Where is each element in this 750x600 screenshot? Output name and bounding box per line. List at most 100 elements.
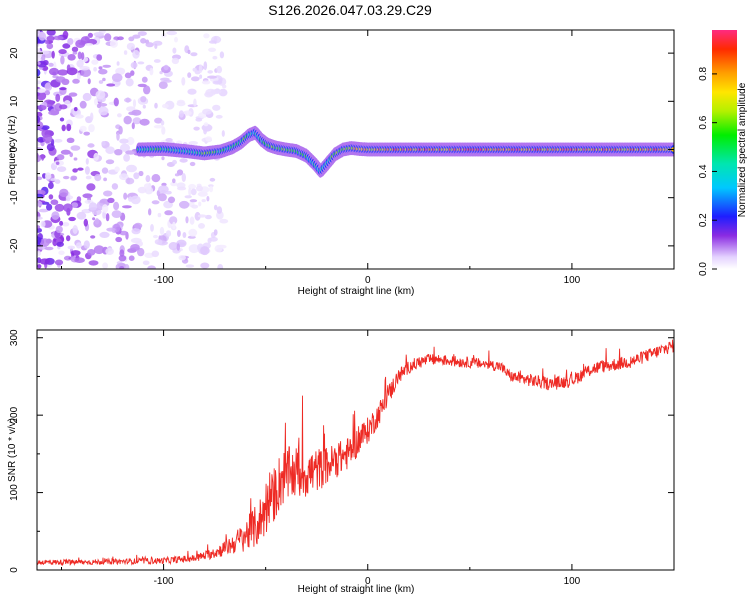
- noise-blob: [128, 36, 135, 42]
- noise-blob: [46, 143, 55, 152]
- noise-blob: [159, 71, 163, 75]
- noise-blob: [101, 141, 106, 146]
- noise-blob: [191, 204, 199, 209]
- noise-blob: [119, 143, 131, 152]
- noise-blob: [201, 80, 211, 85]
- noise-blob: [37, 193, 44, 198]
- noise-blob: [216, 65, 223, 74]
- noise-blob: [190, 52, 198, 57]
- noise-blob: [82, 92, 92, 102]
- noise-blob: [132, 117, 142, 125]
- noise-blob: [46, 30, 56, 36]
- noise-blob: [212, 55, 218, 60]
- noise-blob: [94, 174, 102, 182]
- noise-blob: [182, 232, 187, 238]
- noise-blob: [158, 81, 168, 89]
- noise-blob: [153, 124, 164, 129]
- x-tick-label: 100: [564, 275, 581, 286]
- noise-blob: [87, 143, 95, 148]
- noise-blob: [178, 110, 184, 118]
- noise-blob: [70, 145, 81, 151]
- noise-blob: [41, 154, 45, 161]
- noise-blob: [37, 48, 41, 52]
- noise-blob: [61, 124, 66, 132]
- noise-blob: [172, 159, 177, 165]
- noise-blob: [98, 66, 103, 70]
- noise-blob: [37, 250, 41, 256]
- noise-blob: [119, 266, 125, 269]
- noise-blob: [69, 152, 73, 158]
- noise-blob: [37, 105, 47, 111]
- noise-blob: [189, 161, 196, 167]
- noise-blob: [137, 247, 145, 257]
- noise-blob: [79, 125, 87, 132]
- noise-blob: [85, 158, 89, 165]
- noise-blob: [137, 83, 147, 88]
- noise-blob: [37, 264, 42, 269]
- noise-blob: [176, 101, 186, 107]
- noise-blob: [109, 39, 118, 48]
- noise-blob: [119, 230, 128, 236]
- noise-blob: [212, 80, 223, 85]
- y-tick-label: 20: [9, 47, 20, 59]
- noise-blob: [51, 50, 55, 59]
- noise-blob: [46, 203, 53, 211]
- noise-blob: [37, 154, 42, 163]
- noise-blob: [133, 172, 140, 180]
- noise-blob: [94, 218, 100, 225]
- noise-blob: [188, 187, 192, 196]
- noise-blob: [48, 194, 54, 200]
- noise-blob: [111, 73, 123, 82]
- noise-blob: [195, 118, 203, 122]
- noise-blob: [166, 30, 178, 36]
- noise-blob: [62, 222, 70, 227]
- noise-blob: [161, 156, 165, 161]
- noise-blob: [37, 142, 40, 147]
- noise-blob: [68, 92, 78, 97]
- noise-blob: [203, 122, 209, 127]
- noise-blob: [177, 186, 187, 191]
- noise-blob: [105, 247, 114, 255]
- noise-blob: [79, 66, 90, 71]
- noise-blob: [66, 235, 71, 242]
- noise-blob: [140, 96, 147, 103]
- noise-blob: [68, 216, 76, 222]
- noise-blob: [99, 200, 106, 204]
- noise-blob: [116, 132, 120, 141]
- noise-blob: [162, 103, 169, 109]
- y-tick-label: -10: [9, 190, 20, 205]
- noise-blob: [167, 196, 176, 204]
- noise-blob: [62, 43, 71, 49]
- noise-blob: [37, 80, 42, 85]
- noise-blob: [153, 234, 158, 239]
- snr-panel: -100 0 100 0 100 200 300 Height of straight l…: [7, 329, 675, 595]
- spectrogram-x-ticks: -100 0 100: [61, 30, 675, 286]
- noise-blob: [207, 237, 212, 244]
- noise-blob: [137, 61, 145, 65]
- noise-blob: [149, 67, 154, 76]
- noise-blob: [37, 115, 41, 124]
- noise-blob: [142, 260, 150, 266]
- x-tick-label: -100: [154, 275, 174, 286]
- noise-blob: [126, 164, 137, 173]
- noise-blob: [70, 175, 78, 181]
- noise-blob: [46, 35, 55, 42]
- colorbar-tick-label: 0.2: [698, 213, 709, 227]
- noise-blob: [60, 149, 71, 155]
- noise-blob: [80, 52, 85, 61]
- noise-blob: [125, 150, 137, 155]
- noise-blob: [117, 113, 122, 118]
- noise-blob: [113, 97, 119, 107]
- noise-blob: [59, 87, 67, 91]
- noise-blob: [44, 246, 54, 251]
- noise-blob: [124, 72, 132, 79]
- noise-blob: [71, 46, 79, 53]
- noise-blob: [71, 202, 79, 209]
- noise-blob: [37, 200, 43, 207]
- snr-frame: [36, 329, 675, 571]
- noise-blob: [37, 88, 46, 94]
- noise-blob: [56, 166, 67, 173]
- noise-blob: [123, 50, 128, 55]
- noise-blob: [74, 107, 78, 112]
